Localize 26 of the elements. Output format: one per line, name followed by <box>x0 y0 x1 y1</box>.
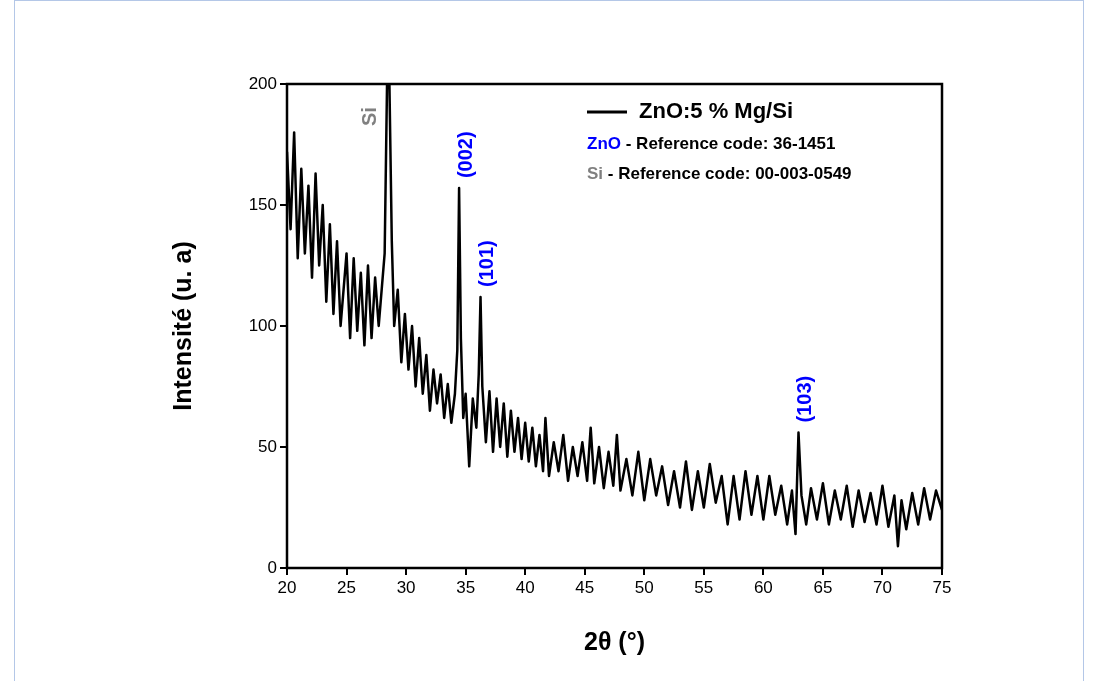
x-tick-label: 55 <box>694 577 714 597</box>
x-tick-label: 40 <box>515 577 535 597</box>
annotation: Si - Reference code: 00-003-0549 <box>587 163 852 183</box>
x-tick-label: 30 <box>396 577 416 597</box>
x-tick-label: 75 <box>932 577 952 597</box>
x-tick-label: 50 <box>634 577 654 597</box>
x-tick-label: 35 <box>456 577 476 597</box>
y-tick-label: 150 <box>248 194 277 214</box>
legend-label: ZnO:5 % Mg/Si <box>639 98 793 124</box>
x-tick-label: 70 <box>872 577 892 597</box>
y-tick-label: 100 <box>248 315 277 335</box>
y-tick-label: 200 <box>248 73 277 93</box>
y-tick-label: 0 <box>267 557 277 577</box>
y-axis-title: Intensité (u. a) <box>167 241 196 411</box>
x-tick-label: 65 <box>813 577 833 597</box>
x-tick-label: 45 <box>575 577 595 597</box>
x-tick-label: 25 <box>337 577 357 597</box>
annotation: Si <box>357 107 380 126</box>
x-axis-title: 2θ (°) <box>583 626 646 655</box>
annotation: ZnO - Reference code: 36-1451 <box>587 133 836 153</box>
y-tick-label: 50 <box>258 436 277 456</box>
x-tick-label: 60 <box>753 577 773 597</box>
x-tick-label: 20 <box>277 577 297 597</box>
annotation: (103) <box>793 375 816 423</box>
annotation: (002) <box>453 131 476 179</box>
annotation: (101) <box>475 240 498 287</box>
